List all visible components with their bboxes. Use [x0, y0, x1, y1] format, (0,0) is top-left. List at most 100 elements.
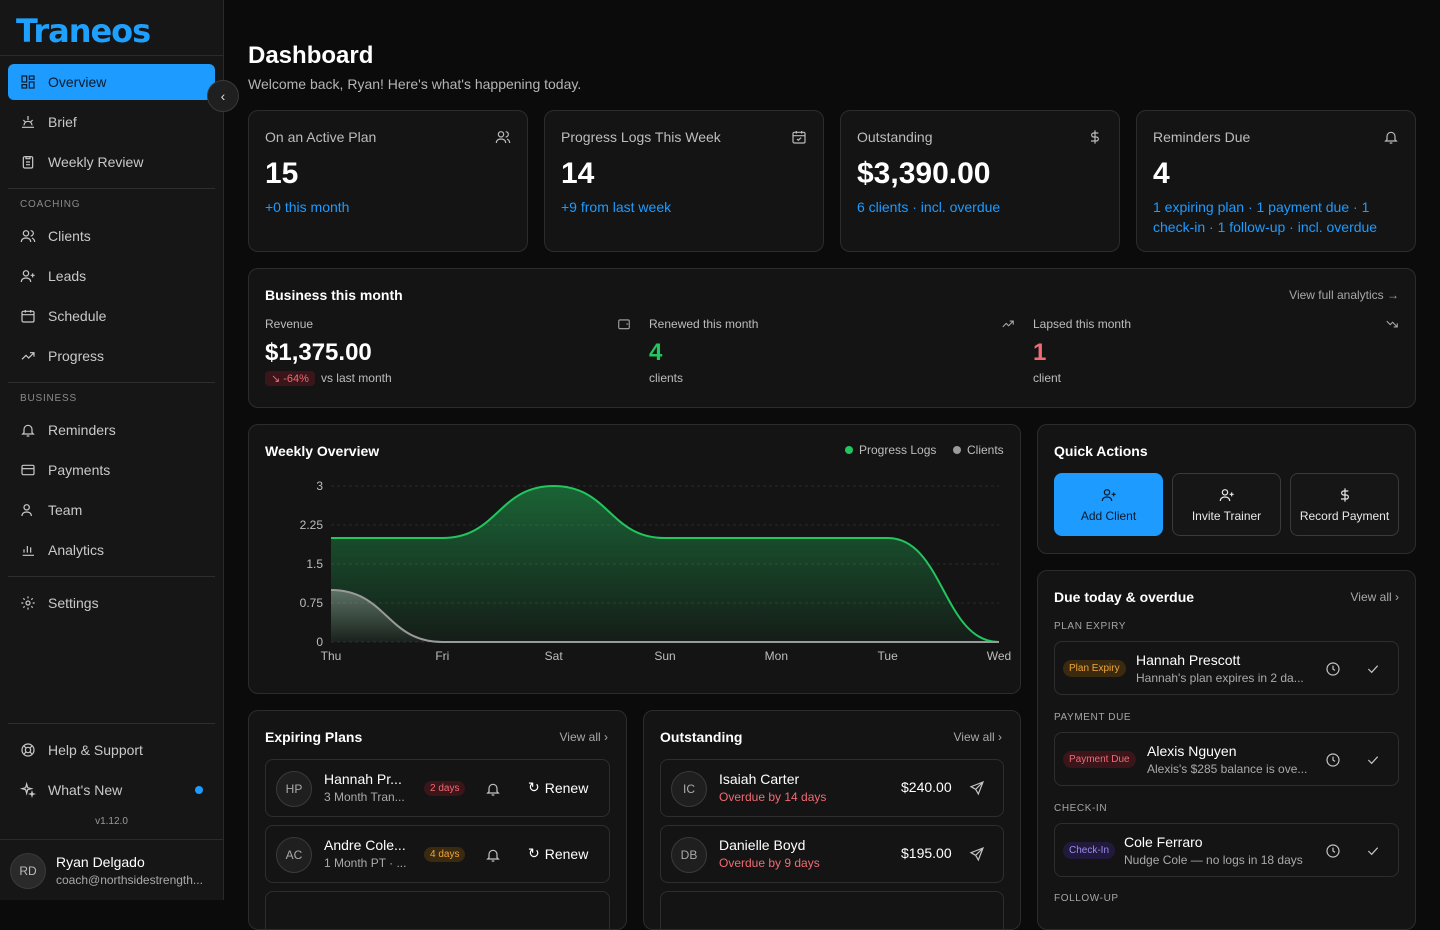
send-icon[interactable]	[969, 780, 985, 796]
legend-label: Progress Logs	[859, 443, 937, 457]
divider	[8, 723, 215, 724]
overdue-status: Overdue by 14 days	[719, 790, 827, 804]
snooze-icon[interactable]	[1325, 752, 1341, 768]
stat-card-outstanding[interactable]: Outstanding $3,390.00 6 clients · incl. …	[840, 110, 1120, 252]
send-icon[interactable]	[969, 846, 985, 862]
calendar-icon	[20, 308, 36, 324]
sidebar-item-reminders[interactable]: Reminders	[8, 412, 215, 448]
legend-swatch	[953, 446, 961, 454]
view-all-link[interactable]: View all ›	[953, 730, 1002, 744]
sidebar-item-settings[interactable]: Settings	[8, 585, 215, 621]
business-summary-card: Business this month View full analytics …	[248, 268, 1416, 408]
metric-label: Revenue	[265, 317, 314, 331]
due-item[interactable]: Payment Due Alexis Nguyen Alexis's $285 …	[1054, 732, 1399, 786]
add-client-button[interactable]: Add Client	[1054, 473, 1163, 536]
sidebar-item-schedule[interactable]: Schedule	[8, 298, 215, 334]
sidebar-item-weekly-review[interactable]: Weekly Review	[8, 144, 215, 180]
x-tick-label: Sun	[654, 649, 675, 663]
view-all-link[interactable]: View all ›	[559, 730, 608, 744]
trending-up-icon	[1001, 317, 1015, 331]
legend-item[interactable]: Clients	[953, 443, 1004, 457]
dollar-icon	[1340, 487, 1349, 502]
view-all-link[interactable]: View all ›	[1350, 590, 1399, 604]
delta-note: vs last month	[320, 371, 392, 385]
new-indicator-dot	[195, 786, 203, 794]
outstanding-row[interactable]	[660, 891, 1004, 929]
collapse-sidebar-button[interactable]: ‹	[207, 80, 239, 112]
metric-sub: client	[1033, 371, 1062, 385]
outstanding-row[interactable]: IC Isaiah Carter Overdue by 14 days $240…	[660, 759, 1004, 817]
metric-value: 4	[649, 339, 663, 366]
sidebar-item-whats-new[interactable]: What's New	[8, 772, 215, 808]
snooze-icon[interactable]	[1325, 843, 1341, 859]
expiring-plan-row[interactable]: HP Hannah Pr... 3 Month Tran... 2 days ↻…	[265, 759, 610, 817]
due-item[interactable]: Plan Expiry Hannah Prescott Hannah's pla…	[1054, 641, 1399, 695]
expiring-plan-row[interactable]	[265, 891, 610, 929]
series-line[interactable]	[330, 589, 999, 643]
revenue-metric: Revenue $1,375.00 ↘ -64% vs last month	[265, 317, 631, 387]
weekly-overview-card: Weekly Overview Progress Logs Clients 3 2…	[248, 424, 1021, 694]
bar-chart-icon	[20, 542, 36, 558]
sidebar-item-clients[interactable]: Clients	[8, 218, 215, 254]
stat-value: 14	[561, 157, 595, 190]
stat-card-progress-logs[interactable]: Progress Logs This Week 14 +9 from last …	[544, 110, 824, 252]
y-tick-label: 0.75	[300, 596, 324, 610]
divider	[8, 382, 215, 383]
card-title: Business this month	[265, 287, 403, 303]
due-item[interactable]: Check-In Cole Ferraro Nudge Cole — no lo…	[1054, 823, 1399, 877]
client-name: Hannah Prescott	[1136, 652, 1241, 668]
sidebar-item-payments[interactable]: Payments	[8, 452, 215, 488]
user-email: coach@northsidestrength...	[56, 873, 203, 887]
sidebar-item-label: Brief	[48, 114, 77, 130]
sidebar-item-label: Leads	[48, 268, 87, 284]
brief-icon	[20, 114, 36, 130]
stat-value: $3,390.00	[857, 157, 991, 190]
series-line[interactable]	[331, 484, 1000, 643]
trending-down-icon	[1385, 317, 1399, 331]
check-icon[interactable]	[1365, 661, 1381, 677]
sidebar-item-team[interactable]: Team	[8, 492, 215, 528]
outstanding-row[interactable]: DB Danielle Boyd Overdue by 9 days $195.…	[660, 825, 1004, 883]
invite-trainer-button[interactable]: Invite Trainer	[1172, 473, 1281, 536]
avatar: RD	[10, 853, 46, 889]
sidebar-item-label: What's New	[48, 782, 123, 798]
sidebar-item-overview[interactable]: Overview	[8, 64, 215, 100]
sidebar-item-leads[interactable]: Leads	[8, 258, 215, 294]
sidebar-item-help[interactable]: Help & Support	[8, 732, 215, 768]
divider	[8, 576, 215, 577]
sidebar-item-brief[interactable]: Brief	[8, 104, 215, 140]
legend-item[interactable]: Progress Logs	[845, 443, 936, 457]
check-icon[interactable]	[1365, 843, 1381, 859]
sidebar-item-label: Analytics	[48, 542, 105, 558]
stat-card-reminders[interactable]: Reminders Due 4 1 expiring plan · 1 paym…	[1136, 110, 1416, 252]
snooze-icon[interactable]	[1325, 661, 1341, 677]
view-analytics-link[interactable]: View full analytics →	[1289, 288, 1399, 302]
renew-button[interactable]: ↻ Renew	[528, 779, 588, 796]
y-tick-label: 3	[316, 479, 323, 493]
page-title: Dashboard	[248, 42, 374, 69]
metric-value: 1	[1033, 339, 1047, 366]
client-name: Hannah Pr...	[324, 771, 402, 787]
brand-logo[interactable]: Traneos	[16, 12, 151, 50]
user-profile[interactable]: RD Ryan Delgado coach@northsidestrength.…	[0, 839, 223, 900]
bell-icon[interactable]	[485, 781, 501, 797]
check-icon[interactable]	[1365, 752, 1381, 768]
sidebar-item-analytics[interactable]: Analytics	[8, 532, 215, 568]
stat-card-active-plan[interactable]: On an Active Plan 15 +0 this month	[248, 110, 528, 252]
trending-up-icon	[20, 348, 36, 364]
stat-note: 1 expiring plan · 1 payment due · 1 chec…	[1153, 199, 1378, 235]
bell-icon[interactable]	[485, 847, 501, 863]
legend-swatch	[845, 446, 853, 454]
x-tick-label: Wed	[987, 649, 1011, 663]
sidebar-item-label: Schedule	[48, 308, 107, 324]
due-description: Nudge Cole — no logs in 18 days	[1124, 853, 1303, 867]
expiring-plan-row[interactable]: AC Andre Cole... 1 Month PT · ... 4 days…	[265, 825, 610, 883]
metric-value: $1,375.00	[265, 339, 372, 366]
card-title: Quick Actions	[1054, 443, 1148, 459]
expiring-plans-card: Expiring Plans View all › HP Hannah Pr..…	[248, 710, 627, 930]
client-name: Andre Cole...	[324, 837, 406, 853]
renew-button[interactable]: ↻ Renew	[528, 845, 588, 862]
record-payment-button[interactable]: Record Payment	[1290, 473, 1399, 536]
sidebar-item-progress[interactable]: Progress	[8, 338, 215, 374]
